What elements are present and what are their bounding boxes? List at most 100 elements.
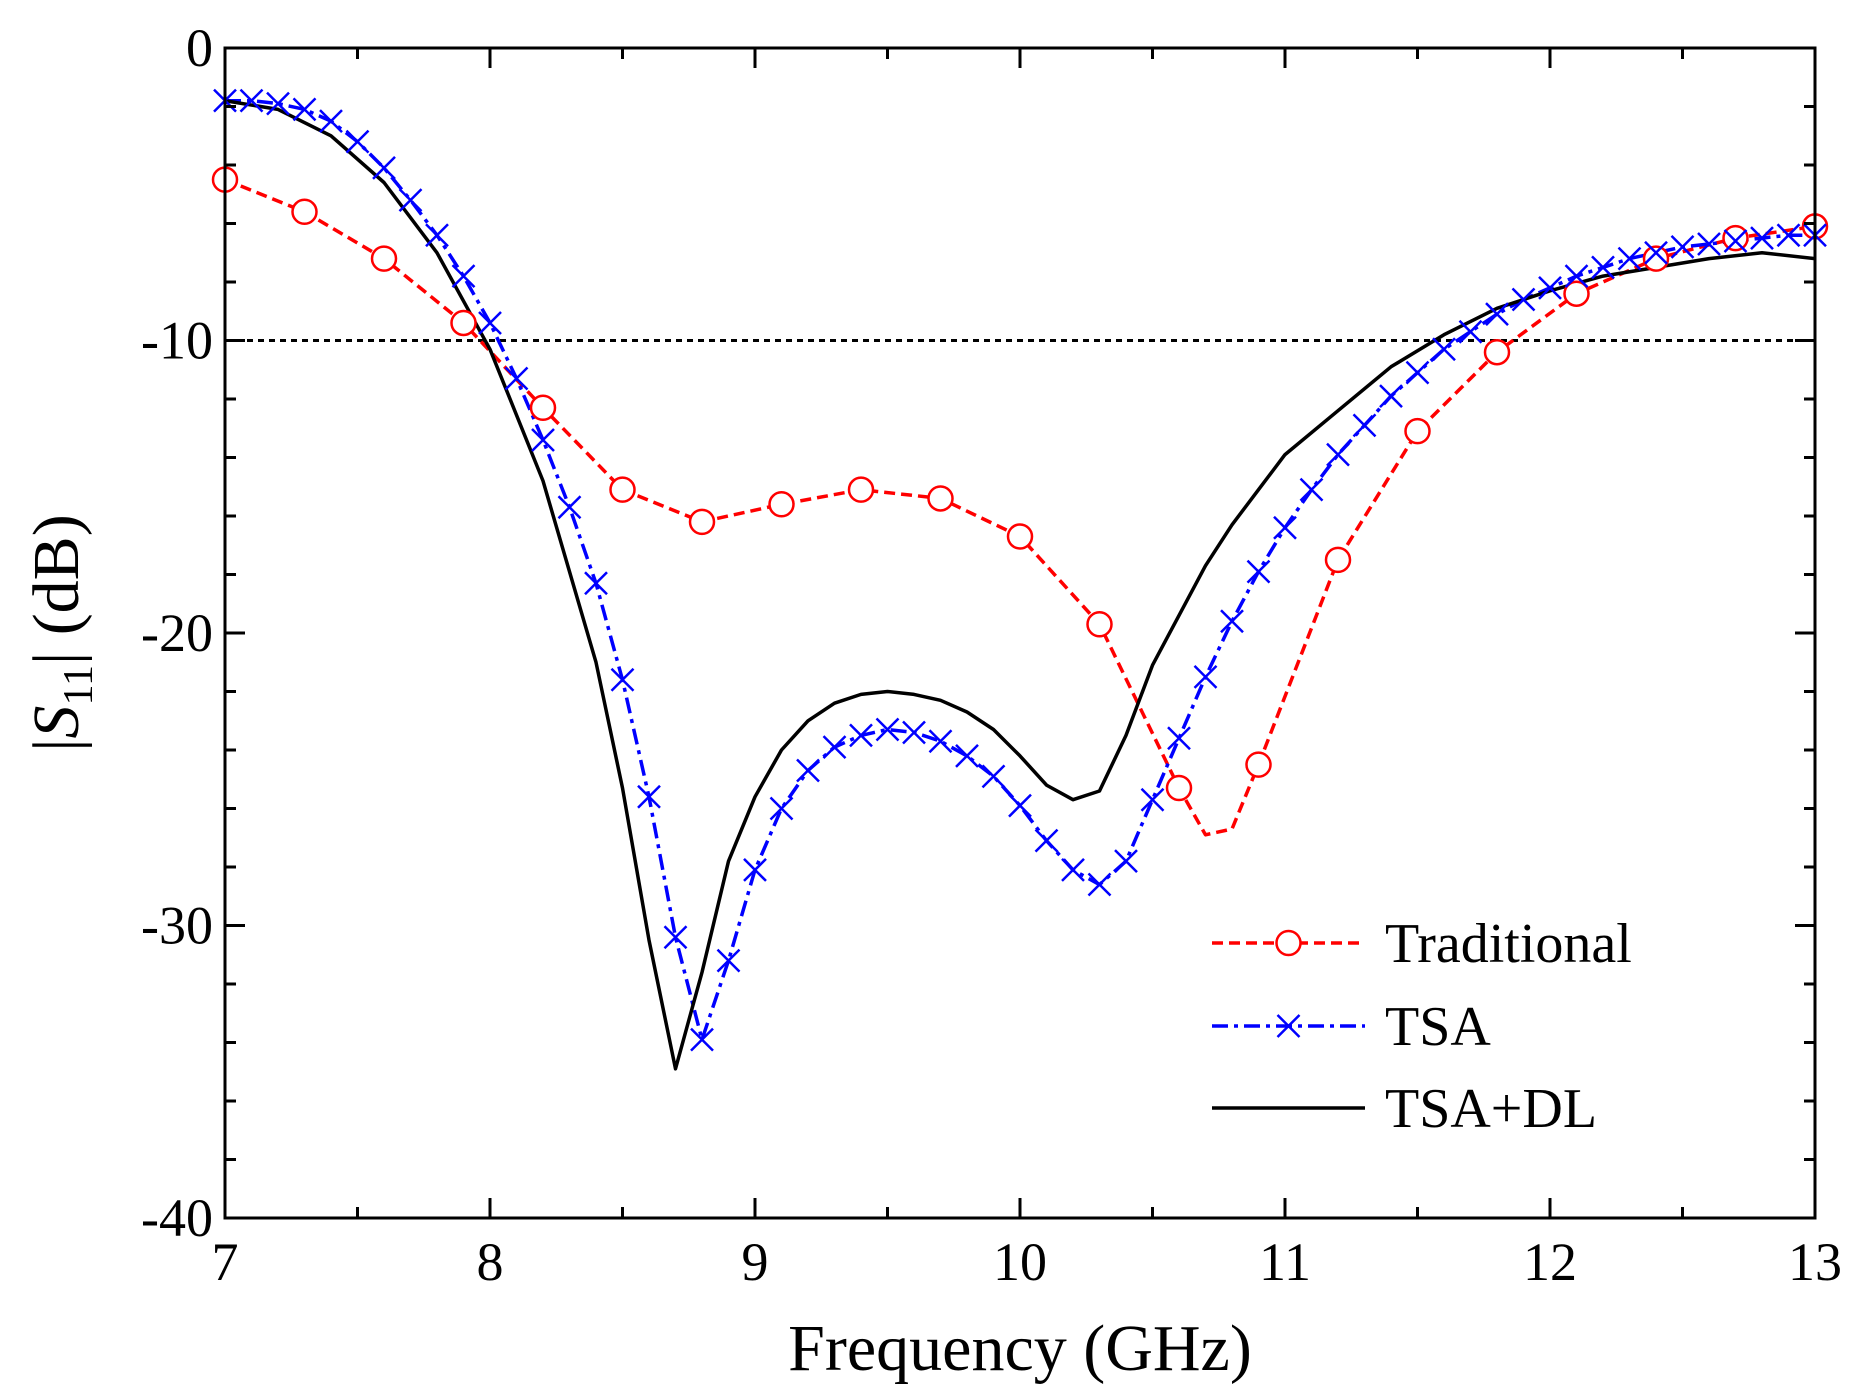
x-tick-label: 12: [1523, 1232, 1577, 1292]
x-tick-label: 8: [477, 1232, 504, 1292]
series-marker-tsa: [1432, 337, 1456, 362]
x-tick-label: 9: [742, 1232, 769, 1292]
series-marker-traditional: [1483, 338, 1511, 366]
y-axis-label: |S11| (dB): [20, 514, 102, 751]
series-marker-tsa: [716, 948, 741, 973]
series-marker-tsa: [1776, 223, 1801, 248]
series-marker-tsa: [478, 311, 502, 335]
series-marker-tsa: [1273, 515, 1297, 540]
series-marker-traditional: [291, 198, 318, 226]
series-marker-tsa: [928, 729, 953, 754]
series-marker-tsa: [1326, 442, 1350, 467]
series-marker-traditional: [450, 309, 477, 337]
x-tick-label: 11: [1259, 1232, 1311, 1292]
series-marker-tsa: [743, 858, 767, 882]
series-marker-tsa: [1405, 360, 1430, 385]
series-marker-traditional: [688, 508, 716, 536]
y-tick-labels: 0 -10 -20 -30 -40: [141, 18, 213, 1248]
x-tick-labels: 7 8 9 10 11 12 13: [212, 1232, 1843, 1292]
series-marker-tsa: [425, 223, 449, 248]
series-marker-tsa: [1591, 255, 1615, 280]
x-tick-label: 10: [993, 1232, 1047, 1292]
series-marker-tsa: [1008, 793, 1032, 818]
series-marker-tsa: [1246, 559, 1271, 584]
series-marker-traditional: [609, 476, 636, 503]
series-marker-tsa: [1538, 275, 1562, 300]
series-marker-tsa: [637, 784, 661, 809]
legend: Traditional TSA TSA+DL: [1212, 913, 1632, 1140]
y-axis-label-var: S: [20, 705, 93, 738]
series-marker-tsa: [504, 366, 529, 391]
series-marker-traditional: [847, 476, 875, 503]
y-axis-label-pre: |: [20, 738, 93, 751]
series-marker-traditional: [927, 485, 954, 512]
series-marker-tsa: [822, 735, 847, 759]
series-marker-tsa: [1034, 828, 1059, 853]
series-marker-tsa: [531, 428, 555, 452]
series-marker-tsa: [557, 495, 582, 520]
y-tick-label: -40: [141, 1188, 213, 1248]
series-marker-tsa: [663, 925, 688, 950]
series-marker-tsa: [690, 1027, 714, 1052]
series-marker-traditional: [1642, 245, 1670, 272]
series-marker-tsa: [292, 97, 317, 122]
legend-marker-traditional: [1275, 929, 1302, 957]
series-marker-tsa: [1723, 229, 1748, 253]
series-marker-traditional: [1404, 417, 1431, 445]
series-marker-tsa: [1697, 232, 1721, 256]
series-marker-tsa: [1564, 264, 1589, 289]
series-marker-traditional: [768, 491, 795, 518]
series-marker-traditional: [1245, 751, 1272, 778]
series-marker-tsa: [345, 129, 370, 154]
series-marker-tsa: [239, 88, 264, 113]
marker-layer: [211, 88, 1829, 1052]
series-marker-traditional: [1165, 774, 1193, 802]
series-line-tsa: [225, 98, 1815, 1042]
series-marker-tsa: [1750, 226, 1774, 251]
plot-frame: [223, 46, 1817, 1220]
legend-label-traditional: Traditional: [1385, 913, 1632, 975]
series-marker-tsa: [1061, 858, 1085, 882]
series-marker-tsa: [1485, 302, 1509, 327]
y-axis-label-post: | (dB): [20, 514, 93, 665]
y-tick-label: -10: [141, 311, 213, 371]
series-marker-tsa: [610, 667, 635, 692]
series-marker-tsa: [1379, 384, 1403, 408]
series-marker-tsa: [1644, 240, 1668, 265]
series-marker-tsa: [1220, 609, 1244, 634]
tick-layer: [223, 46, 1817, 1220]
series-marker-tsa: [1167, 726, 1191, 751]
series-marker-traditional: [1086, 610, 1113, 638]
series-marker-tsa: [796, 758, 820, 783]
series-marker-tsa: [1352, 413, 1377, 438]
series-marker-traditional: [1722, 224, 1749, 252]
series-marker-tsa: [769, 796, 794, 821]
x-axis-label: Frequency (GHz): [788, 1312, 1252, 1385]
series-marker-traditional: [1324, 546, 1352, 574]
y-tick-label: -20: [141, 603, 213, 663]
series-marker-traditional: [1006, 523, 1034, 550]
series-marker-tsa: [875, 717, 900, 742]
series-marker-tsa: [1087, 872, 1112, 897]
series-marker-tsa: [1670, 235, 1695, 259]
series-marker-tsa: [1511, 287, 1536, 312]
y-axis-label-sub: 11: [56, 665, 102, 705]
x-tick-label: 7: [212, 1232, 239, 1292]
y-tick-label: 0: [186, 18, 213, 78]
series-marker-tsa: [266, 91, 290, 116]
series-marker-tsa: [902, 720, 926, 745]
legend-label-tsa: TSA: [1385, 996, 1491, 1058]
series-marker-tsa: [849, 723, 873, 748]
series-marker-traditional: [1563, 280, 1590, 307]
series-marker-tsa: [1114, 849, 1138, 874]
series-marker-tsa: [451, 264, 476, 289]
series-marker-tsa: [319, 109, 343, 134]
series-marker-tsa: [398, 188, 423, 212]
series-marker-tsa: [981, 764, 1006, 789]
series-marker-tsa: [1458, 319, 1483, 344]
series-marker-tsa: [955, 743, 979, 768]
series-marker-traditional: [370, 245, 398, 272]
series-marker-tsa: [372, 156, 396, 180]
series-marker-tsa: [584, 571, 608, 596]
